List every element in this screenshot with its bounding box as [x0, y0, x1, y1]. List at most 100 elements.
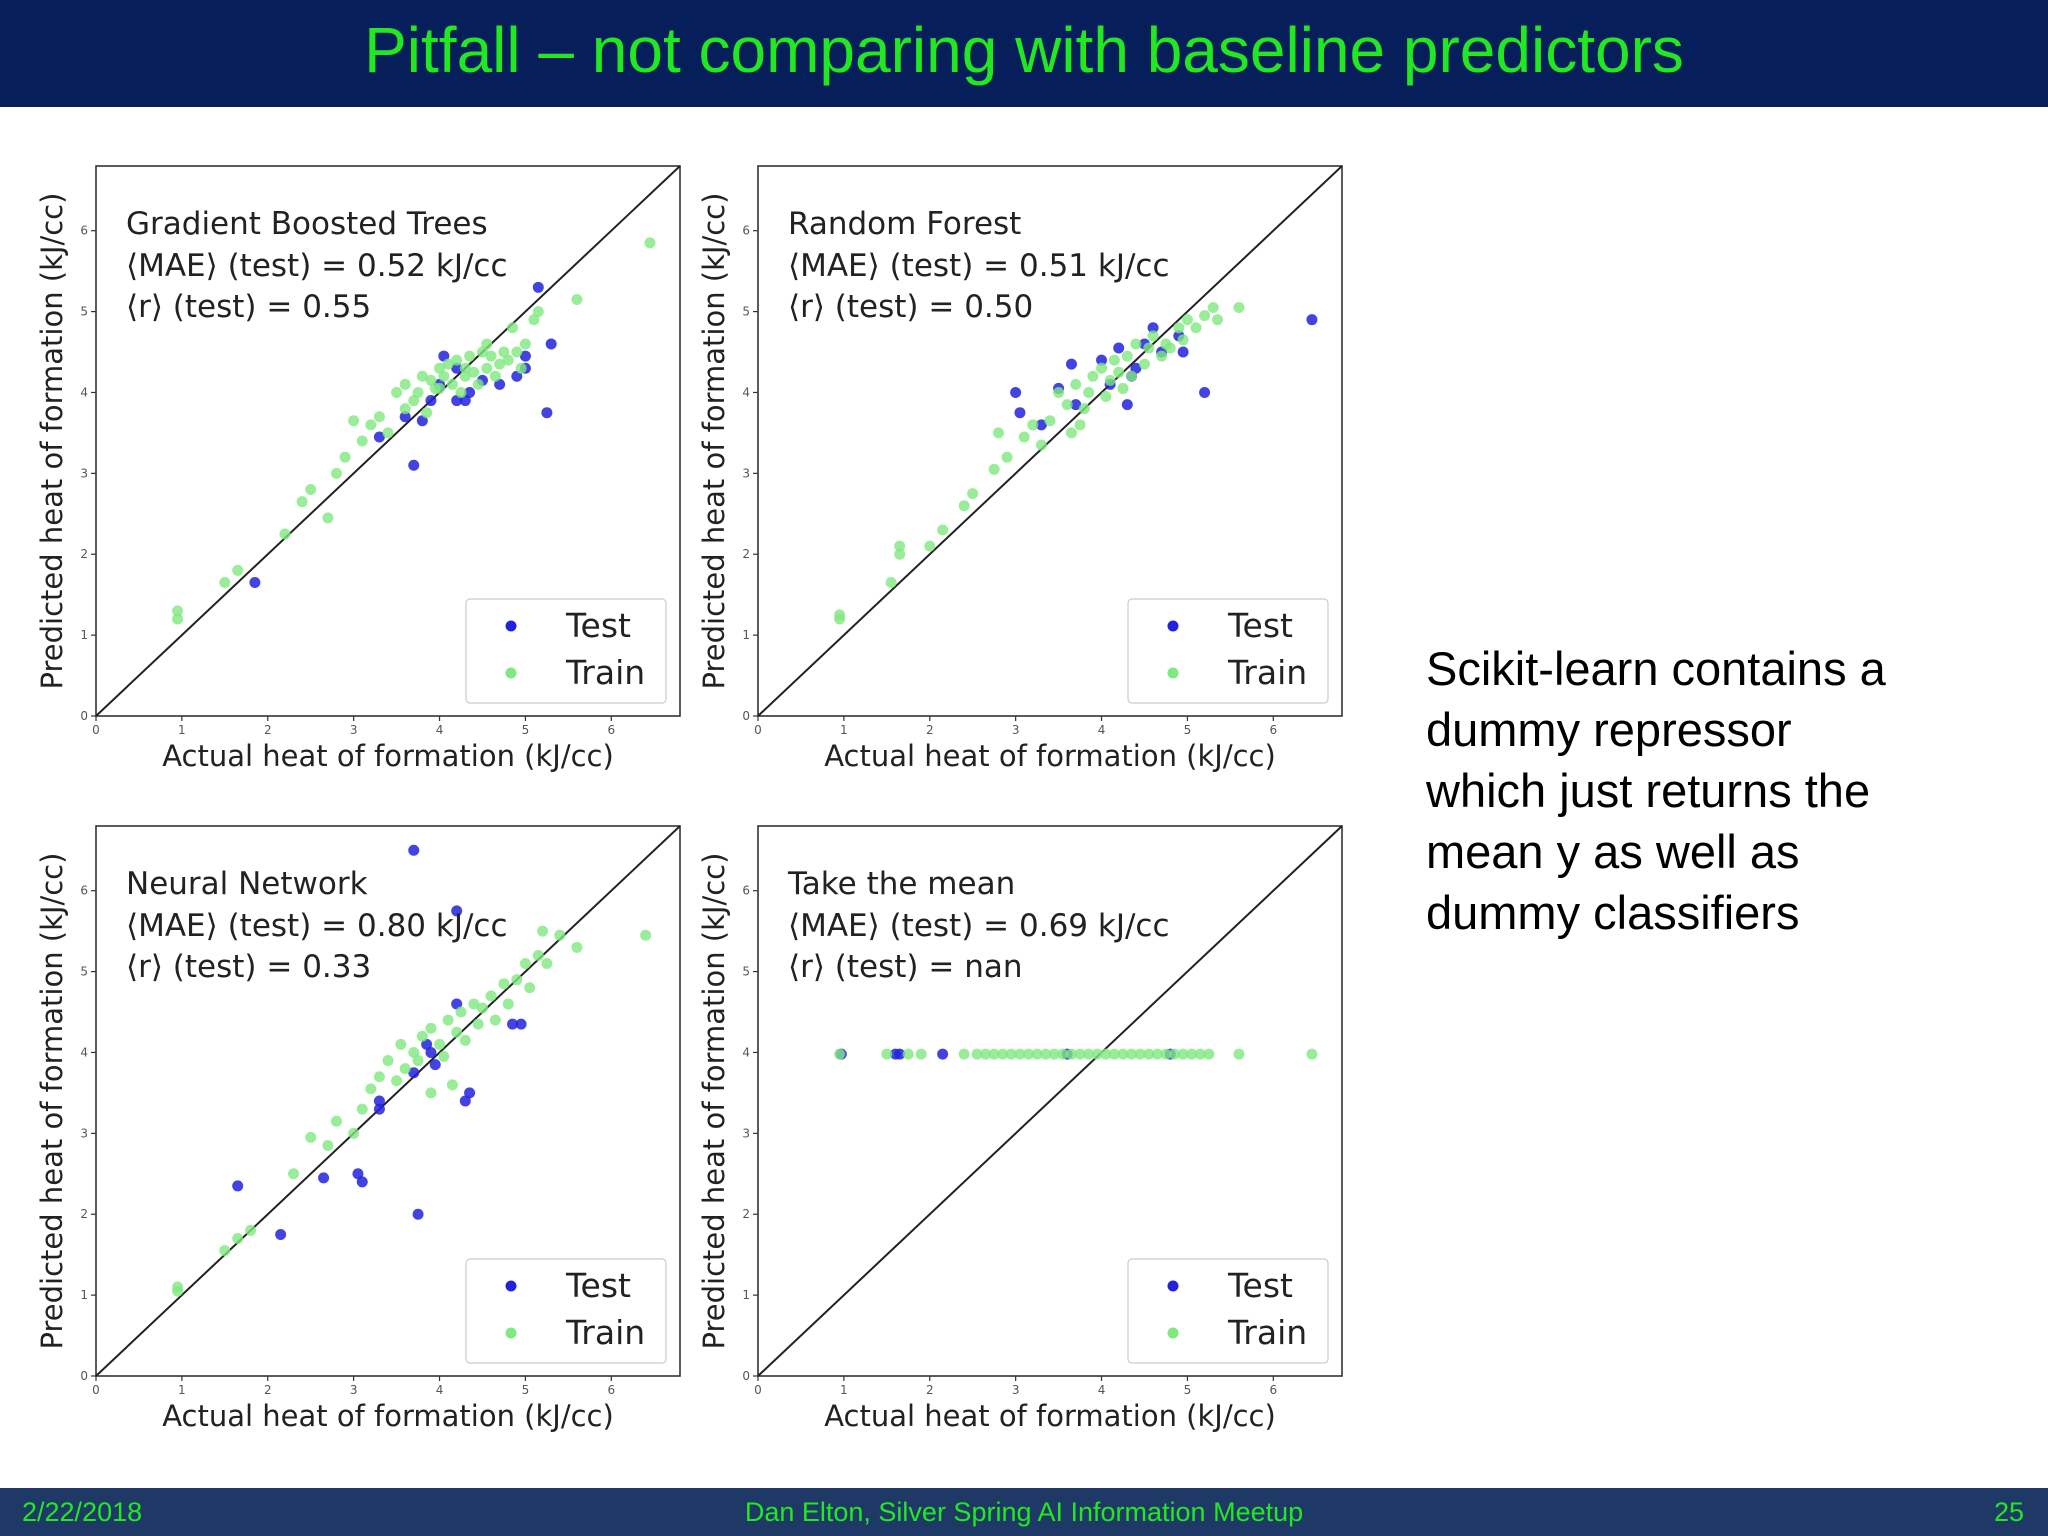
test-point [1035, 419, 1047, 431]
test-point [399, 411, 411, 423]
train-point [924, 540, 936, 552]
train-point [1014, 1048, 1026, 1060]
y-tick-label: 3 [80, 466, 88, 480]
legend-marker [1167, 667, 1179, 679]
train-point [468, 366, 480, 378]
legend-label: Test [1227, 1266, 1293, 1305]
train-point [1023, 1048, 1035, 1060]
train-point [1143, 342, 1155, 354]
legend-marker [505, 667, 517, 679]
test-point [408, 1067, 420, 1079]
x-tick-label: 2 [264, 723, 272, 737]
train-point [1169, 1048, 1181, 1060]
train-point [472, 1018, 484, 1030]
train-point [1065, 427, 1077, 439]
train-point [425, 374, 437, 386]
test-point [421, 1038, 433, 1050]
test-point [425, 1046, 437, 1058]
test-point [408, 844, 420, 856]
train-point [519, 338, 531, 350]
y-tick-label: 2 [742, 547, 750, 561]
side-text-line: dummy repressor [1426, 703, 1792, 756]
train-point [245, 1224, 257, 1236]
train-point [172, 1281, 184, 1293]
test-point [1010, 386, 1022, 398]
test-point [451, 905, 463, 917]
legend-label: Test [1227, 606, 1293, 645]
train-point [1160, 1048, 1172, 1060]
train-point [1001, 451, 1013, 463]
train-point [373, 1071, 385, 1083]
test-point [373, 431, 385, 443]
slide-title: Pitfall – not comparing with baseline pr… [364, 14, 1684, 86]
train-point [476, 346, 488, 358]
train-point [305, 484, 317, 496]
y-tick-label: 2 [742, 1207, 750, 1221]
legend-marker [1167, 1327, 1179, 1339]
train-point [1117, 1048, 1129, 1060]
train-point [391, 1075, 403, 1087]
train-point [1156, 350, 1168, 362]
train-point [416, 370, 428, 382]
y-tick-label: 2 [80, 1207, 88, 1221]
train-point [958, 1048, 970, 1060]
legend-marker [1167, 620, 1179, 632]
footer-presenter: Dan Elton, Silver Spring AI Information … [744, 1497, 1304, 1527]
train-point [894, 548, 906, 560]
x-axis-label: Actual heat of formation (kJ/cc) [162, 1399, 614, 1433]
train-point [1203, 1048, 1215, 1060]
x-axis-label: Actual heat of formation (kJ/cc) [824, 1399, 1276, 1433]
test-point [373, 1103, 385, 1115]
train-point [451, 1026, 463, 1038]
train-point [988, 1048, 1000, 1060]
train-point [232, 1233, 244, 1244]
test-point [1113, 342, 1125, 354]
side-text: Scikit-learn contains a dummy repressor … [1426, 638, 2026, 943]
x-tick-label: 6 [1269, 723, 1277, 737]
test-point [464, 1087, 476, 1099]
y-tick-label: 5 [742, 965, 750, 979]
y-axis-label: Predicted heat of formation (kJ/cc) [697, 193, 731, 690]
train-point [1134, 1048, 1146, 1060]
footer-bar [0, 1488, 2048, 1536]
diagonal-line [757, 165, 1343, 717]
train-point [1190, 322, 1202, 334]
legend-label: Train [565, 1313, 645, 1352]
train-point [1091, 1048, 1103, 1060]
train-point [937, 524, 949, 536]
train-point [1044, 415, 1056, 427]
train-point [172, 613, 184, 625]
footer-page-number: 25 [1993, 1497, 2024, 1527]
y-axis-label: Predicted heat of formation (kJ/cc) [35, 193, 69, 690]
train-point [958, 500, 970, 512]
train-point [980, 1048, 992, 1060]
x-tick-label: 2 [926, 723, 934, 737]
test-point [416, 415, 428, 427]
y-tick-label: 4 [742, 385, 750, 399]
train-point [434, 362, 446, 374]
train-point [232, 564, 244, 576]
train-point [412, 1055, 424, 1067]
train-point [1126, 370, 1138, 382]
scatter-chart-neural-network: 0 1 2 3 4 5 6 0 1 2 3 4 5 6 Actual heat of formation (… [35, 825, 681, 1433]
x-tick-label: 5 [1184, 1383, 1192, 1397]
test-point [1070, 399, 1082, 411]
train-point [365, 1083, 377, 1095]
test-point [318, 1172, 330, 1184]
test-point [249, 577, 261, 589]
x-tick-label: 3 [350, 1383, 358, 1397]
x-tick-label: 0 [754, 723, 762, 737]
train-point [1048, 1048, 1060, 1060]
train-point [640, 929, 652, 941]
train-point [1194, 1048, 1206, 1060]
x-tick-label: 0 [92, 1383, 100, 1397]
y-tick-label: 1 [742, 628, 750, 642]
train-point [498, 346, 510, 358]
train-point [459, 370, 471, 382]
train-point [348, 415, 360, 427]
train-point [1100, 391, 1112, 403]
train-point [1130, 338, 1142, 350]
train-point [571, 941, 583, 953]
test-point [494, 378, 506, 390]
y-tick-label: 5 [80, 965, 88, 979]
